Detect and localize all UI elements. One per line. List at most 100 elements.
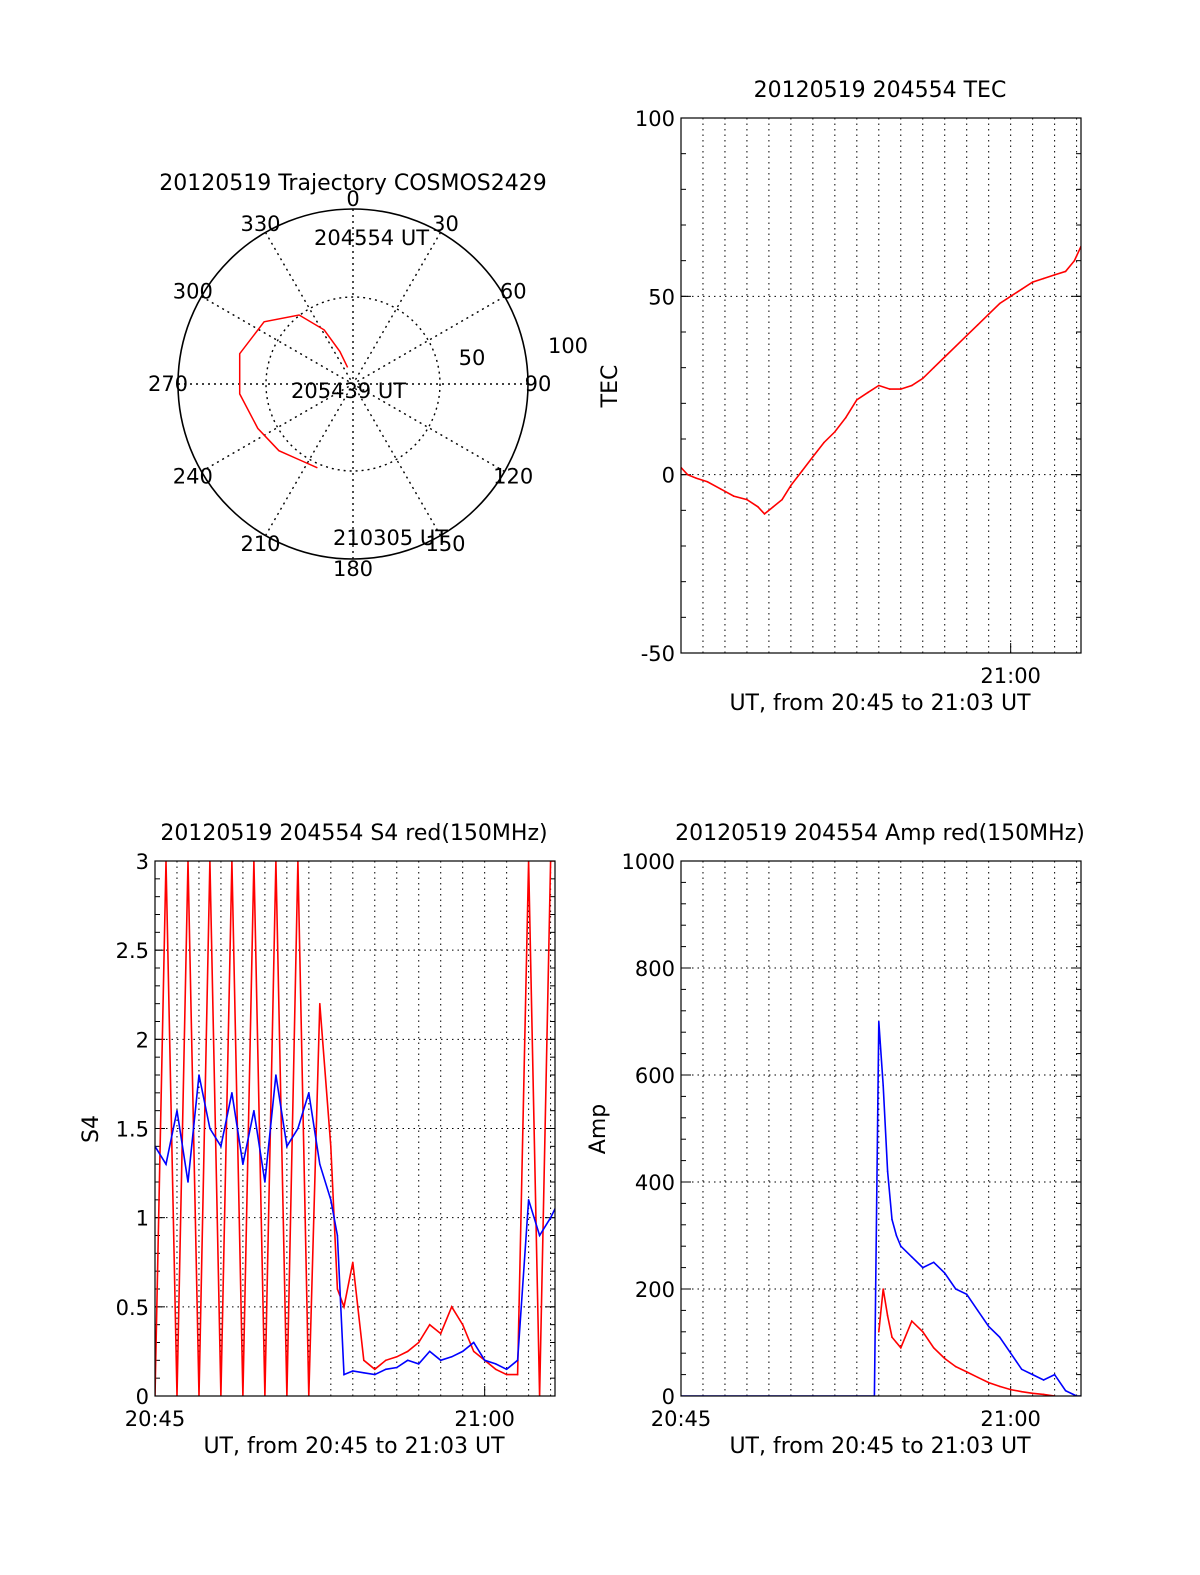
tec-series-0-point [922,377,924,380]
polar-azimuth-label-330: 330 [240,212,280,236]
s4-title: 20120519 204554 S4 red(150MHz) [160,821,547,846]
s4-xtick-label: 21:00 [454,1407,515,1431]
s4-ytick-label: 2.5 [116,939,149,963]
tec-series-0-point [878,384,880,387]
s4-series-1-point [352,1370,354,1372]
polar-radial-label-100: 100 [548,334,588,358]
s4-ytick-label: 1 [136,1207,149,1231]
amp-series-1-point [932,1347,935,1349]
polar-point-label-mid: 205439 UT [291,379,406,403]
tec-ytick-label: 0 [662,464,675,488]
amp-series-1-point [1031,1392,1034,1395]
polar-point-label-start: 204554 UT [314,226,429,250]
s4-series-0-point [461,1323,464,1326]
amp-series-0-point [900,1245,902,1247]
s4-series-0-point [374,1368,376,1371]
tec-series-0-line [681,246,1081,515]
tec-series-0-point [1020,288,1023,291]
s4-series-0-point [450,1306,453,1308]
s4-series-1-point [385,1368,387,1371]
amp-series-0-point [998,1336,1001,1338]
tec-plot-frame [680,117,1082,654]
s4-ytick-label: 2 [136,1028,149,1052]
tec-series-0-point [987,313,990,316]
s4-series-1-point [406,1359,409,1362]
s4-ytick-label: 0 [136,1385,149,1409]
s4-series-0-point [505,1373,508,1376]
amp-series-0-point [932,1261,935,1264]
tec-series-0-point [867,391,869,394]
tec-series-0-point [889,388,891,390]
amp-series-0-point [943,1272,946,1274]
s4-ytick-label: 0.5 [116,1296,149,1320]
amp-series-0-point [1064,1389,1067,1392]
amp-y-axis-label: Amp [586,1104,611,1154]
tec-series-0-point [757,506,759,508]
s4-series-1-point [242,1163,244,1165]
amp-series-1-point [954,1365,957,1368]
s4-series-1-point [363,1372,365,1374]
s4-series-1-point [494,1363,497,1365]
amp-series-1-line [878,1288,1055,1396]
amp-series-0-point [878,1020,880,1023]
tec-series-0-point [1073,259,1076,262]
tec-series-0-point [706,481,709,483]
amp-series-1-point [1042,1393,1045,1396]
s4-series-0-point [319,1002,321,1005]
tec-y-axis-label: TEC [598,365,623,409]
s4-series-1-point [505,1368,508,1371]
amp-series-0-line [681,1021,1081,1396]
s4-series-0-point [330,1145,332,1148]
tec-series-0-point [732,495,735,497]
tec-ytick-label: 50 [648,285,675,309]
amp-series-1-point [943,1357,946,1360]
polar-azimuth-label-120: 120 [493,465,533,489]
s4-plot-frame [154,860,556,1397]
s4-series-0-line [155,861,555,1396]
s4-series-0-point [396,1356,398,1358]
s4-series-0-point [363,1359,365,1362]
s4-series-1-point [275,1074,277,1076]
s4-x-axis-label: UT, from 20:45 to 21:03 UT [203,1434,505,1459]
s4-series-1-point [330,1199,332,1201]
amp-xtick-label: 20:45 [651,1407,712,1431]
s4-series-0-point [494,1368,497,1371]
tec-series-0-point [845,416,847,419]
amp-panel: 20120519 204554 Amp red(150MHz) 0 200 400 6… [586,821,1085,1459]
tec-series-0-point [719,488,722,490]
s4-series-0-point [439,1332,442,1335]
s4-series-1-point [319,1163,321,1165]
amp-series-1-point [1009,1388,1012,1391]
amp-series-1-point [987,1381,990,1384]
polar-azimuth-label-210: 210 [240,532,280,556]
polar-azimuth-label-180: 180 [333,557,373,581]
amp-series-1-point [976,1376,979,1379]
amp-series-0-point [922,1266,924,1269]
amp-series-0-point [895,1234,898,1237]
amp-series-0-point [1053,1373,1056,1376]
s4-xtick-label: 20:45 [125,1407,186,1431]
tec-xtick-label: 21:00 [980,664,1041,688]
amp-series-1-point [900,1347,902,1349]
amp-series-1-point [998,1385,1001,1388]
amp-series-0-point [954,1288,957,1290]
polar-azimuth-labels: 0 30 60 90 120 150 180 210 240 270 300 330 [148,187,551,581]
polar-azimuth-label-270: 270 [148,372,188,396]
polar-azimuth-label-30: 30 [432,212,459,236]
amp-ytick-label: 0 [662,1385,675,1409]
s4-series-0-point [516,1373,519,1376]
amp-ytick-label: 800 [635,957,675,981]
amp-x-axis-label: UT, from 20:45 to 21:03 UT [729,1434,1031,1459]
s4-series-1-point [374,1373,376,1376]
tec-series-0-point [781,498,783,501]
amp-series-1-point [895,1341,898,1344]
tec-x-axis-label: UT, from 20:45 to 21:03 UT [729,691,1031,716]
tec-series-0-point [1053,274,1056,276]
s4-series-1-point [343,1373,345,1376]
tec-series-0-point [965,334,968,337]
amp-series-0-point [987,1325,990,1328]
tec-series-0-point [746,498,748,501]
s4-series-1-point [176,1109,178,1112]
polar-azimuth-label-0: 0 [346,187,359,211]
s4-series-1-point [483,1359,486,1362]
